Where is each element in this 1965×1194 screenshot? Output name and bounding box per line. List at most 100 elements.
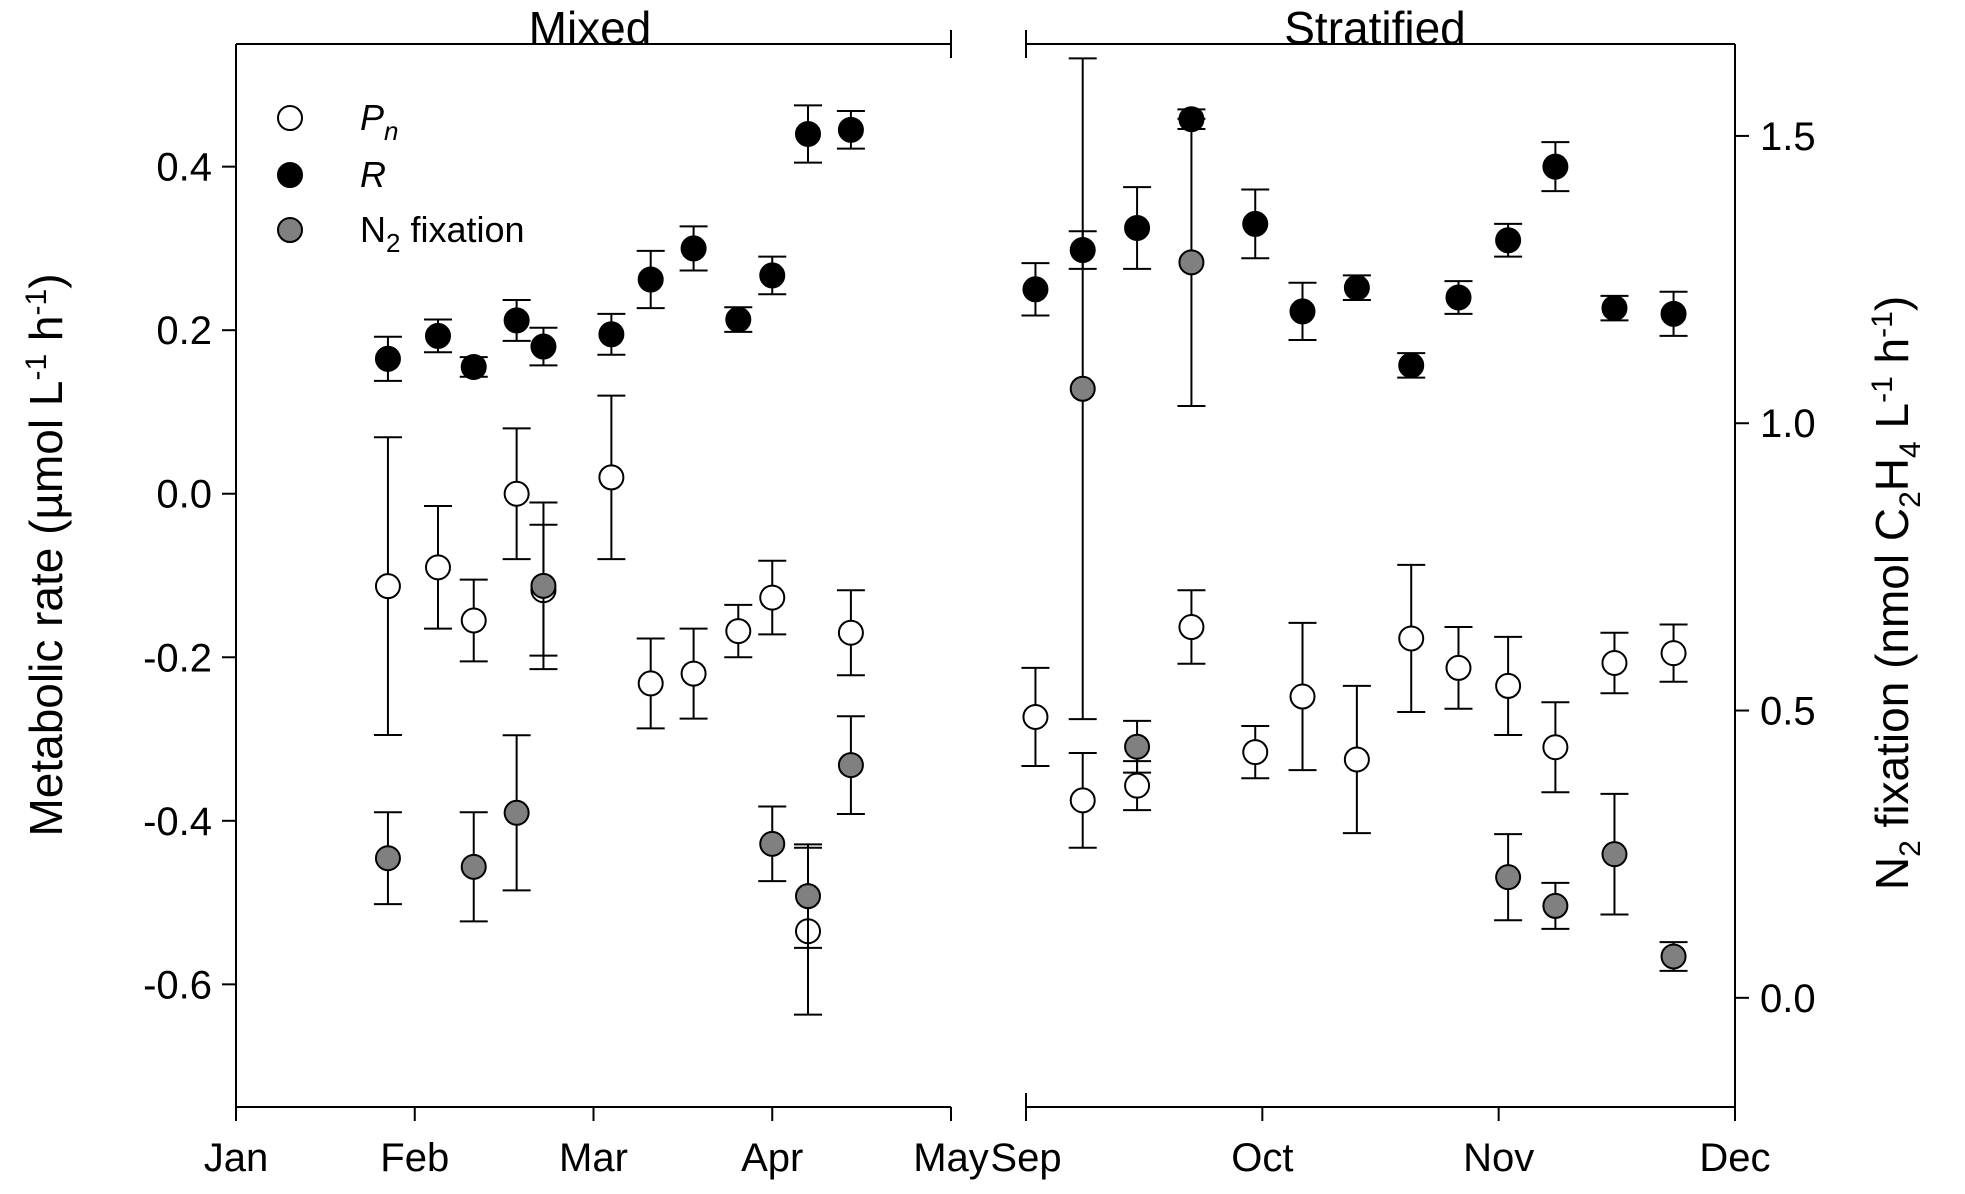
point-pn	[1178, 614, 1205, 641]
point-r	[598, 321, 625, 348]
legend-label-n2-sub: 2	[386, 228, 400, 258]
right-y-tick-label: 0.5	[1760, 690, 1816, 734]
point-n2-fixation	[460, 853, 487, 880]
point-r	[1601, 295, 1628, 322]
point-r	[1289, 298, 1316, 325]
right-axis-title-sub: 2	[1894, 491, 1927, 508]
point-n2-fixation	[1660, 943, 1687, 970]
right-axis-title-part: L	[1866, 403, 1918, 441]
point-pn	[1022, 703, 1049, 730]
x-tick-label-mixed-feb: Feb	[380, 1136, 449, 1180]
right-axis-title-part: N	[1866, 857, 1918, 890]
point-r	[1242, 210, 1269, 237]
point-pn	[1445, 654, 1472, 681]
panel-title-mixed: Mixed	[529, 2, 652, 54]
right-axis-title-sub: 4	[1894, 441, 1927, 458]
right-axis-title-part: )	[1866, 296, 1918, 311]
right-axis-title-part: H	[1866, 458, 1918, 491]
point-pn	[1542, 734, 1569, 761]
point-r	[1542, 153, 1569, 180]
left-axis-title-sup: -1	[20, 289, 53, 316]
right-axis-title-sub: 2	[1894, 840, 1927, 857]
legend: Pn R N2 fixation	[277, 97, 525, 258]
point-r	[530, 333, 557, 360]
legend-label-pn-main: P	[360, 97, 384, 138]
legend-label-n2-after: fixation	[400, 209, 524, 250]
point-n2-fixation	[503, 799, 530, 826]
point-r	[1124, 214, 1151, 241]
point-pn	[1289, 683, 1316, 710]
point-n2-fixation	[374, 845, 401, 872]
x-tick-label-stratified-oct: Oct	[1231, 1136, 1293, 1180]
x-tick-label-stratified-sep: Sep	[990, 1136, 1061, 1180]
right-y-tick-label: 0.0	[1760, 977, 1816, 1021]
left-y-tick-label: 0.4	[156, 146, 212, 190]
point-pn	[1660, 640, 1687, 667]
point-n2-fixation	[1495, 864, 1522, 891]
point-r	[1343, 274, 1370, 301]
point-n2-fixation	[1601, 841, 1628, 868]
plot-layer: Jan Feb Mar Apr May Sep Oct Nov Dec 0.4 0.2 0.0 -0.2…	[143, 30, 1816, 1180]
right-y-tick-label: 1.0	[1760, 402, 1816, 446]
point-pn	[1124, 772, 1151, 799]
legend-marker-n2	[277, 217, 303, 243]
x-tick-label-stratified-nov: Nov	[1463, 1136, 1534, 1180]
point-r	[759, 262, 786, 289]
point-r	[725, 306, 752, 333]
legend-marker-pn	[277, 105, 303, 131]
left-y-tick-label: 0.0	[156, 473, 212, 517]
point-pn	[725, 618, 752, 645]
left-axis-title-part: )	[20, 273, 72, 288]
point-r	[1398, 352, 1425, 379]
point-n2-fixation	[837, 752, 864, 779]
point-pn	[503, 480, 530, 507]
point-r	[680, 235, 707, 262]
point-pn	[424, 554, 451, 581]
right-axis-title-part: h	[1866, 338, 1918, 376]
point-r	[503, 307, 530, 334]
point-pn	[1601, 649, 1628, 676]
legend-marker-r	[277, 162, 303, 188]
point-pn	[374, 573, 401, 600]
point-pn	[1069, 787, 1096, 814]
point-n2-fixation	[795, 883, 821, 910]
point-n2-fixation	[530, 572, 557, 599]
point-r	[795, 120, 821, 147]
left-y-tick-label: -0.2	[143, 636, 212, 680]
legend-label-pn: Pn	[360, 97, 398, 146]
point-pn	[1398, 625, 1425, 652]
legend-label-n2: N2 fixation	[360, 209, 525, 258]
left-y-tick-label: -0.6	[143, 963, 212, 1007]
point-pn	[460, 607, 487, 634]
point-pn	[759, 584, 786, 611]
right-axis-title-part: fixation (nmol C	[1866, 508, 1918, 840]
point-r	[637, 266, 664, 293]
right-axis-title-sup: -1	[1866, 376, 1899, 403]
point-pn	[680, 660, 707, 687]
point-r	[1660, 300, 1687, 327]
point-r	[1022, 276, 1049, 303]
legend-label-pn-sub: n	[384, 116, 398, 146]
point-pn	[1242, 739, 1269, 766]
right-axis-title: N2 fixation (nmol C2H4 L-1 h-1)	[1866, 296, 1927, 890]
point-pn	[1343, 746, 1370, 773]
point-r	[460, 353, 487, 380]
legend-label-r: R	[360, 154, 386, 195]
x-tick-label-mixed-jan: Jan	[204, 1136, 269, 1180]
x-tick-label-mixed-apr: Apr	[741, 1136, 803, 1180]
left-axis-title-part: h	[20, 315, 72, 353]
point-pn	[837, 619, 864, 646]
panel-title-stratified: Stratified	[1284, 2, 1466, 54]
left-y-tick-label: 0.2	[156, 309, 212, 353]
point-n2-fixation	[1124, 733, 1151, 760]
left-axis-title-sup: -1	[20, 354, 53, 381]
x-tick-label-mixed-mar: Mar	[559, 1136, 628, 1180]
left-y-tick-label: -0.4	[143, 800, 212, 844]
right-y-tick-label: 1.5	[1760, 115, 1816, 159]
left-axis-title: Metabolic rate (µmol L-1 h-1)	[20, 273, 72, 836]
x-tick-label-stratified-dec: Dec	[1699, 1136, 1770, 1180]
point-pn	[598, 464, 625, 491]
point-n2-fixation	[759, 830, 786, 857]
point-pn	[1495, 672, 1522, 699]
